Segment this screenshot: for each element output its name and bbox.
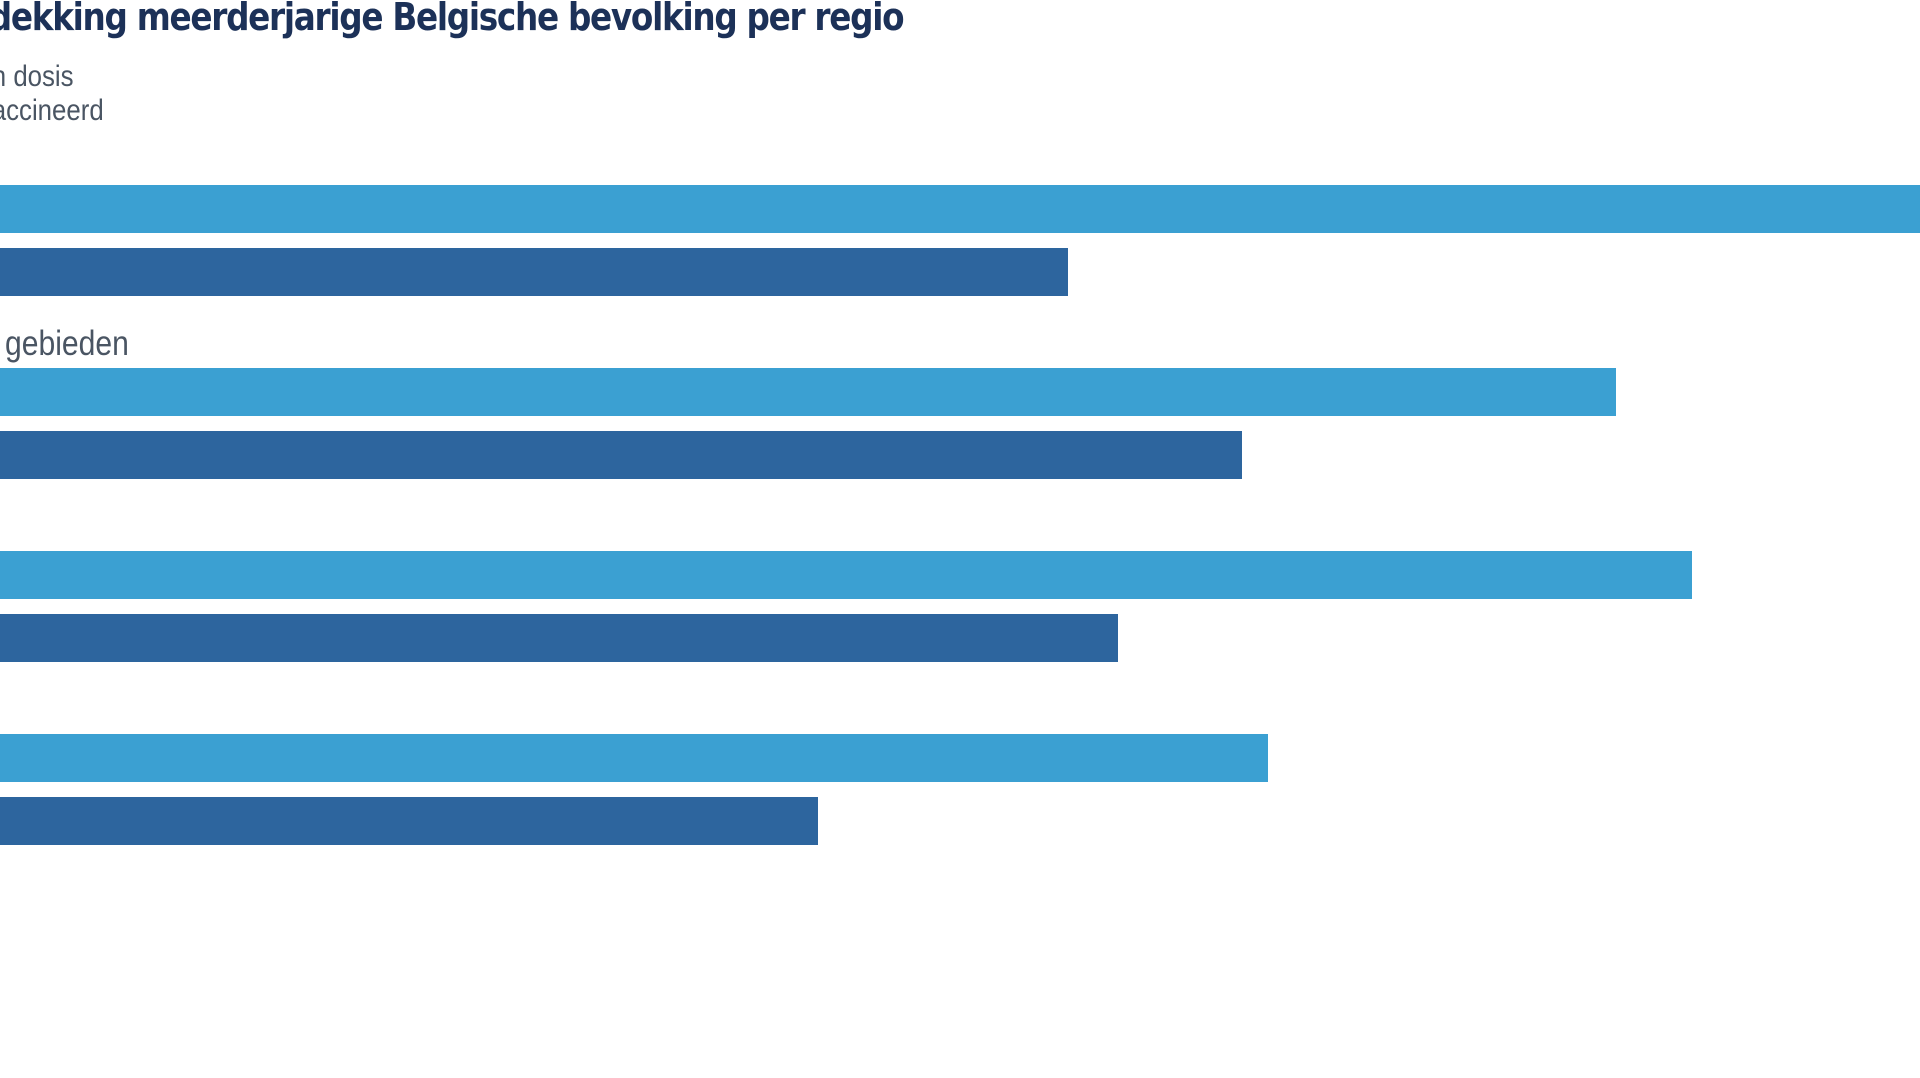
legend-label-fully-vaccinated: accineerd <box>0 94 104 127</box>
bar-first-dose-4 <box>0 734 1268 782</box>
bar-first-dose-3 <box>0 551 1692 599</box>
chart-title: iedekking meerderjarige Belgische bevolk… <box>0 0 905 39</box>
bar-fully-vaccinated-3 <box>0 614 1118 662</box>
legend-item-fully-vaccinated: accineerd <box>0 94 104 128</box>
category-label-1: n <box>0 142 1 182</box>
bar-first-dose-1 <box>0 185 1920 233</box>
legend-item-first-dose: n dosis <box>0 60 74 94</box>
bar-fully-vaccinated-2 <box>0 431 1242 479</box>
category-label-2: gebieden <box>5 324 129 363</box>
bar-fully-vaccinated-4 <box>0 797 818 845</box>
bar-fully-vaccinated-1 <box>0 248 1068 296</box>
legend-label-first-dose: n dosis <box>0 60 74 93</box>
bar-first-dose-2 <box>0 368 1616 416</box>
